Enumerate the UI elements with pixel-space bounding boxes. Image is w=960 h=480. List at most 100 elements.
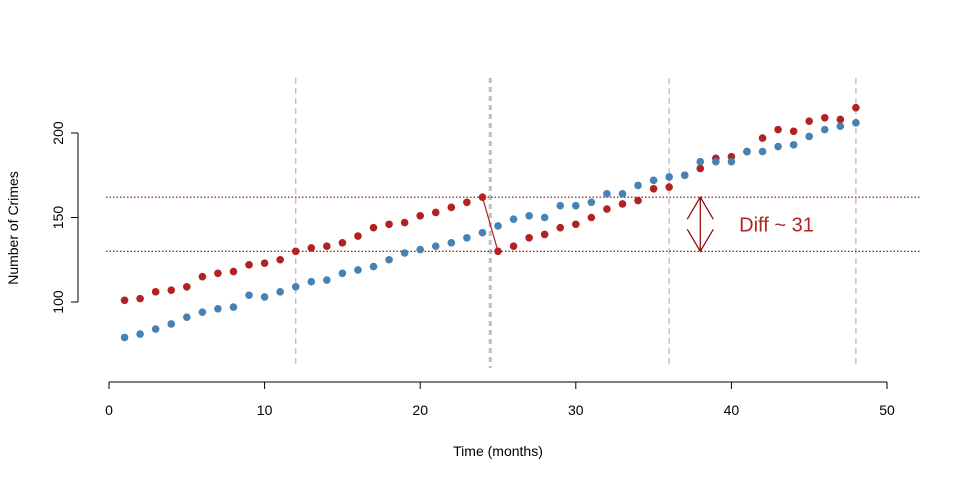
point-red-45	[805, 117, 813, 125]
point-red-33	[618, 200, 627, 208]
point-blue-4	[167, 320, 176, 328]
diff-arrow-head-top	[686, 196, 714, 220]
data-points	[120, 103, 860, 342]
point-blue-45	[805, 132, 813, 141]
point-red-46	[820, 113, 829, 122]
y-tick-label-100: 100	[50, 290, 66, 314]
point-red-18	[385, 220, 393, 229]
y-tick-label-200: 200	[50, 121, 66, 145]
point-red-36	[665, 183, 673, 191]
point-red-16	[354, 232, 362, 240]
point-red-6	[198, 272, 207, 281]
x-tick-label-30: 30	[568, 402, 584, 418]
difference-annotation: Diff ~ 31	[686, 196, 814, 253]
point-blue-31	[587, 198, 596, 207]
x-tick-label-50: 50	[879, 402, 895, 418]
point-blue-41	[743, 147, 751, 156]
point-red-25	[494, 247, 502, 256]
point-red-38	[696, 164, 705, 173]
point-red-31	[587, 213, 596, 222]
point-blue-46	[820, 125, 829, 134]
point-blue-9	[245, 291, 253, 300]
point-red-23	[463, 198, 471, 207]
point-red-5	[183, 282, 191, 291]
point-blue-12	[291, 282, 300, 291]
x-tick-label-10: 10	[257, 402, 273, 418]
x-axis-title: Time (months)	[453, 443, 543, 459]
x-tick-label-0: 0	[105, 402, 113, 418]
point-red-9	[245, 261, 253, 269]
point-red-44	[789, 127, 798, 136]
point-blue-40	[727, 157, 736, 166]
point-blue-17	[369, 262, 378, 271]
y-axis: 100 150 200	[50, 121, 79, 314]
point-blue-28	[540, 213, 549, 222]
point-blue-24	[478, 228, 487, 237]
point-blue-22	[447, 239, 456, 247]
point-red-27	[525, 233, 533, 242]
point-red-2	[136, 294, 144, 303]
point-blue-2	[136, 330, 144, 338]
point-red-20	[416, 212, 425, 220]
point-red-7	[214, 269, 222, 278]
point-blue-6	[198, 308, 207, 316]
point-blue-34	[634, 181, 642, 190]
point-red-19	[400, 218, 409, 227]
point-blue-30	[572, 201, 580, 210]
y-tick-label-150: 150	[50, 206, 66, 230]
point-red-47	[836, 115, 845, 124]
point-blue-33	[618, 190, 627, 198]
point-red-28	[540, 230, 549, 239]
point-red-8	[229, 267, 238, 276]
point-blue-29	[556, 201, 565, 210]
point-red-43	[774, 125, 782, 134]
point-blue-13	[307, 277, 316, 286]
point-red-4	[167, 286, 176, 294]
point-red-30	[572, 220, 580, 229]
point-blue-8	[229, 303, 238, 311]
point-blue-15	[338, 269, 347, 278]
point-blue-7	[214, 304, 222, 313]
x-tick-label-20: 20	[412, 402, 428, 418]
point-blue-5	[183, 313, 191, 322]
point-red-32	[603, 205, 611, 213]
point-red-29	[556, 223, 565, 232]
drop-segment	[481, 197, 499, 252]
point-blue-39	[712, 157, 720, 166]
point-blue-16	[354, 266, 362, 274]
point-blue-32	[603, 190, 611, 198]
point-blue-25	[494, 222, 502, 230]
point-blue-38	[696, 157, 705, 166]
point-red-1	[120, 296, 129, 305]
point-blue-43	[774, 142, 782, 151]
point-blue-23	[463, 233, 471, 242]
point-blue-37	[680, 171, 689, 180]
y-axis-title: Number of Crimes	[5, 171, 21, 285]
point-blue-14	[323, 276, 331, 284]
point-red-42	[758, 134, 767, 142]
point-blue-10	[260, 293, 269, 301]
point-blue-19	[400, 249, 409, 257]
point-blue-11	[276, 288, 284, 296]
point-blue-42	[758, 147, 767, 156]
point-red-12	[291, 247, 300, 256]
point-red-35	[649, 184, 658, 193]
point-blue-1	[120, 333, 129, 342]
point-blue-20	[416, 245, 425, 254]
point-red-13	[307, 244, 316, 252]
point-red-48	[852, 103, 860, 112]
x-axis: 0 10 20 30 40 50	[105, 381, 895, 418]
point-blue-18	[385, 255, 393, 264]
point-red-14	[323, 242, 331, 251]
point-blue-36	[665, 173, 673, 181]
point-blue-27	[525, 212, 533, 220]
diff-arrow-head-bottom	[686, 228, 714, 253]
point-red-22	[447, 203, 456, 212]
point-red-21	[431, 208, 440, 217]
diff-annotation-label: Diff ~ 31	[739, 214, 814, 236]
point-blue-21	[431, 242, 440, 251]
point-red-26	[509, 242, 518, 251]
point-red-24	[478, 193, 487, 202]
